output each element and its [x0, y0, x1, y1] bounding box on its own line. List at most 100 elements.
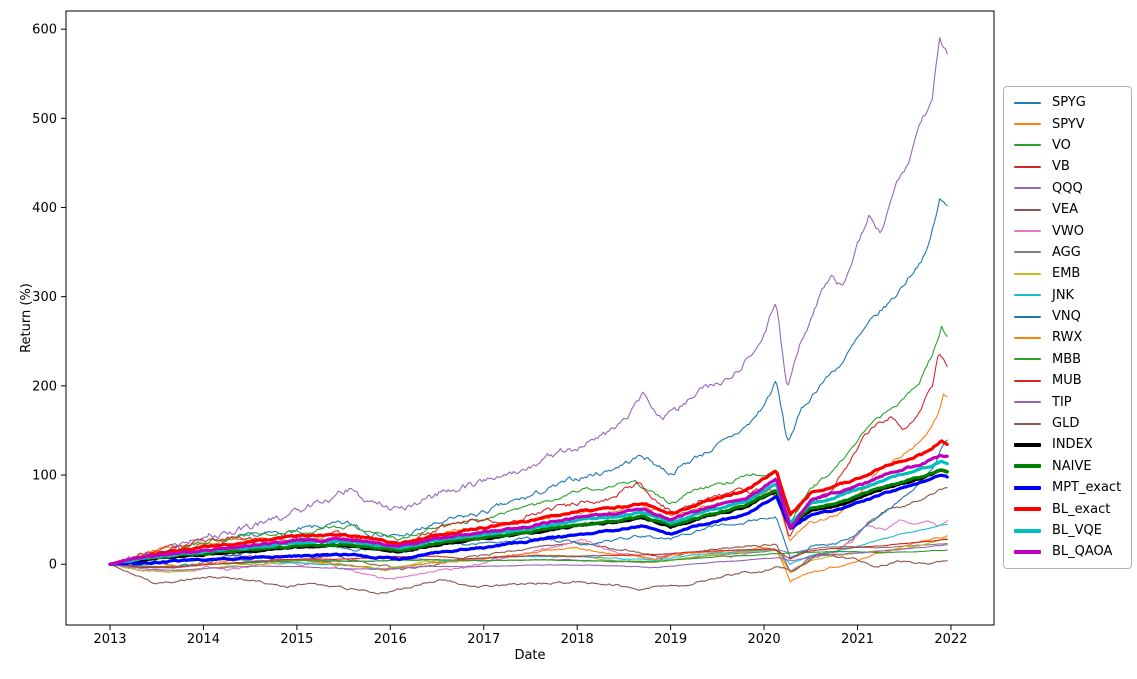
x-tick-label: 2014 [187, 632, 220, 647]
legend-swatch-BL_VQE [1014, 528, 1041, 533]
legend-swatch-MPT_exact [1014, 485, 1041, 490]
legend-swatch-TIP [1014, 401, 1041, 404]
series-line-BL_exact [108, 439, 949, 566]
series-line-JNK [109, 523, 948, 571]
legend-item-SPYV: SPYV [1012, 113, 1127, 134]
x-tick-label: 2017 [467, 632, 500, 647]
legend-item-RWX: RWX [1012, 327, 1127, 348]
legend-label: BL_exact [1052, 501, 1111, 517]
y-tick-label: 100 [32, 469, 57, 484]
x-tick-label: 2022 [934, 632, 967, 647]
legend-item-MBB: MBB [1012, 349, 1127, 370]
legend-item-MUB: MUB [1012, 370, 1127, 391]
legend-swatch-RWX [1014, 336, 1041, 339]
series-line-BL_QAOA [108, 453, 949, 566]
legend-label: VO [1052, 137, 1071, 153]
x-axis-label: Date [514, 648, 545, 663]
legend-swatch-QQQ [1014, 187, 1041, 190]
series-line-NAIVE [108, 468, 949, 566]
chart-legend: SPYG SPYV VO VB QQQ VEA VWO AGG EMB JNK VNQ RWX MBB M… [1003, 86, 1132, 569]
legend-item-BL_QAOA: BL_QAOA [1012, 541, 1127, 562]
series-lines [108, 37, 949, 595]
legend-swatch-SPYV [1014, 123, 1041, 126]
legend-item-AGG: AGG [1012, 242, 1127, 263]
legend-label: JNK [1052, 287, 1075, 303]
legend-item-INDEX: INDEX [1012, 434, 1127, 455]
legend-swatch-VB [1014, 165, 1041, 168]
legend-item-NAIVE: NAIVE [1012, 456, 1127, 477]
legend-swatch-SPYG [1014, 101, 1041, 104]
legend-item-VNQ: VNQ [1012, 306, 1127, 327]
series-line-GLD [109, 553, 948, 595]
legend-label: AGG [1052, 244, 1081, 260]
legend-item-GLD: GLD [1012, 413, 1127, 434]
y-tick-label: 400 [32, 201, 57, 216]
x-tick-label: 2013 [93, 632, 126, 647]
legend-label: BL_QAOA [1052, 544, 1113, 560]
legend-label: VB [1052, 159, 1070, 175]
legend-swatch-NAIVE [1014, 464, 1041, 469]
series-line-MPT_exact [108, 473, 949, 566]
legend-label: BL_VQE [1052, 523, 1103, 538]
legend-label: VNQ [1052, 309, 1081, 325]
legend-swatch-BL_exact [1014, 507, 1041, 512]
legend-item-QQQ: QQQ [1012, 178, 1127, 199]
legend-label: SPYV [1052, 116, 1085, 132]
y-tick-label: 600 [32, 23, 57, 38]
legend-label: QQQ [1052, 180, 1083, 196]
legend-swatch-JNK [1014, 294, 1041, 297]
legend-item-VO: VO [1012, 135, 1127, 156]
legend-label: SPYG [1052, 95, 1086, 111]
legend-item-VEA: VEA [1012, 199, 1127, 220]
series-line-SPYG [109, 198, 948, 565]
x-tick-label: 2019 [654, 632, 687, 647]
legend-item-MPT_exact: MPT_exact [1012, 477, 1127, 498]
legend-label: MPT_exact [1052, 480, 1122, 496]
x-tick-label: 2015 [280, 632, 313, 647]
legend-label: RWX [1052, 330, 1083, 346]
x-tick-label: 2016 [374, 632, 407, 647]
series-line-VO [109, 325, 948, 565]
legend-swatch-INDEX [1014, 442, 1041, 447]
legend-swatch-VNQ [1014, 315, 1041, 318]
y-tick-label: 0 [49, 558, 57, 573]
legend-item-BL_exact: BL_exact [1012, 498, 1127, 519]
legend-item-SPYG: SPYG [1012, 92, 1127, 113]
legend-swatch-BL_QAOA [1014, 549, 1041, 554]
legend-swatch-MBB [1014, 358, 1041, 361]
series-line-TIP [109, 544, 948, 571]
legend-item-EMB: EMB [1012, 263, 1127, 284]
x-tick-label: 2020 [748, 632, 781, 647]
series-line-MBB [109, 549, 948, 568]
legend-swatch-MUB [1014, 379, 1041, 382]
legend-swatch-VWO [1014, 230, 1041, 233]
legend-label: EMB [1052, 266, 1081, 282]
y-tick-label: 300 [32, 290, 57, 305]
legend-label: MUB [1052, 373, 1082, 389]
series-line-MUB [109, 539, 948, 569]
legend-swatch-VO [1014, 144, 1041, 147]
legend-label: MBB [1052, 351, 1082, 367]
legend-label: VEA [1052, 202, 1078, 218]
legend-item-VWO: VWO [1012, 220, 1127, 241]
legend-label: TIP [1052, 394, 1072, 410]
y-tick-label: 200 [32, 379, 57, 394]
legend-item-TIP: TIP [1012, 391, 1127, 412]
legend-swatch-AGG [1014, 251, 1041, 254]
series-line-VEA [109, 487, 948, 572]
y-tick-label: 500 [32, 112, 57, 127]
legend-label: VWO [1052, 223, 1084, 239]
plot-area [65, 10, 995, 626]
series-line-VNQ [109, 439, 948, 569]
x-tick-label: 2018 [561, 632, 594, 647]
y-axis-label: Return (%) [19, 283, 34, 353]
legend-label: NAIVE [1052, 458, 1092, 474]
axis-ticks: 2013 2014 2015 2016 2017 2018 2019 2020 2021 2022… [32, 23, 967, 647]
legend-item-JNK: JNK [1012, 285, 1127, 306]
x-tick-label: 2021 [841, 632, 874, 647]
series-line-QQQ [109, 37, 948, 565]
legend-label: INDEX [1052, 437, 1093, 453]
legend-item-BL_VQE: BL_VQE [1012, 520, 1127, 541]
